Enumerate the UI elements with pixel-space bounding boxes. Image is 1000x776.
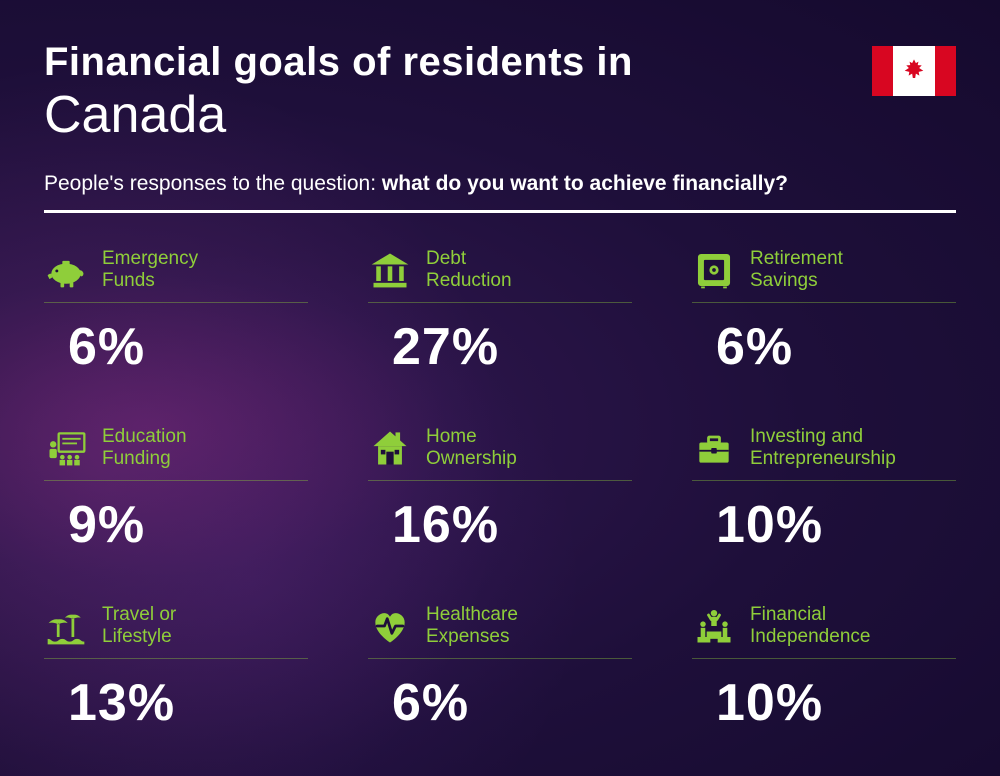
stat-financial-independence: FinancialIndependence 10% [692,603,956,733]
stat-head: EducationFunding [44,425,308,481]
stat-head: EmergencyFunds [44,247,308,303]
healthcare-icon [368,604,412,648]
education-icon [44,426,88,470]
subtitle-prefix: People's responses to the question: [44,172,382,195]
stat-home-ownership: HomeOwnership 16% [368,425,632,555]
maple-leaf-icon [900,57,928,85]
briefcase-icon [692,426,736,470]
stat-value: 6% [716,317,956,377]
flag-left-bar [872,46,893,96]
independence-icon [692,604,736,648]
stat-education-funding: EducationFunding 9% [44,425,308,555]
stat-debt-reduction: DebtReduction 27% [368,247,632,377]
stat-emergency-funds: EmergencyFunds 6% [44,247,308,377]
stat-value: 6% [68,317,308,377]
stat-head: RetirementSavings [692,247,956,303]
infographic-container: Financial goals of residents in Canada P… [0,0,1000,763]
stat-label: EducationFunding [102,426,187,472]
stat-label: EmergencyFunds [102,248,198,294]
flag-center [893,46,935,96]
stat-value: 9% [68,495,308,555]
stat-label: DebtReduction [426,248,512,294]
stat-head: FinancialIndependence [692,603,956,659]
travel-icon [44,604,88,648]
subtitle: People's responses to the question: what… [44,172,956,196]
stat-value: 16% [392,495,632,555]
stat-head: HealthcareExpenses [368,603,632,659]
stat-label: RetirementSavings [750,248,843,294]
stat-label: Travel orLifestyle [102,604,176,650]
canada-flag-icon [872,46,956,96]
stat-label: Investing andEntrepreneurship [750,426,896,472]
title-line-1: Financial goals of residents in [44,40,956,84]
stat-travel-lifestyle: Travel orLifestyle 13% [44,603,308,733]
stat-value: 10% [716,673,956,733]
stat-retirement-savings: RetirementSavings 6% [692,247,956,377]
stat-investing-entrepreneurship: Investing andEntrepreneurship 10% [692,425,956,555]
stat-value: 10% [716,495,956,555]
stat-head: Travel orLifestyle [44,603,308,659]
stat-head: Investing andEntrepreneurship [692,425,956,481]
header: Financial goals of residents in Canada P… [44,40,956,213]
divider [44,210,956,213]
stat-head: DebtReduction [368,247,632,303]
bank-icon [368,248,412,292]
stat-value: 6% [392,673,632,733]
stats-grid: EmergencyFunds 6% DebtReduction 27% Reti… [44,247,956,733]
safe-icon [692,248,736,292]
house-icon [368,426,412,470]
flag-right-bar [935,46,956,96]
stat-label: HomeOwnership [426,426,517,472]
stat-value: 13% [68,673,308,733]
stat-healthcare-expenses: HealthcareExpenses 6% [368,603,632,733]
stat-label: FinancialIndependence [750,604,870,650]
stat-value: 27% [392,317,632,377]
piggy-bank-icon [44,248,88,292]
title-line-2: Canada [44,86,956,146]
subtitle-bold: what do you want to achieve financially? [382,172,788,195]
stat-label: HealthcareExpenses [426,604,518,650]
stat-head: HomeOwnership [368,425,632,481]
